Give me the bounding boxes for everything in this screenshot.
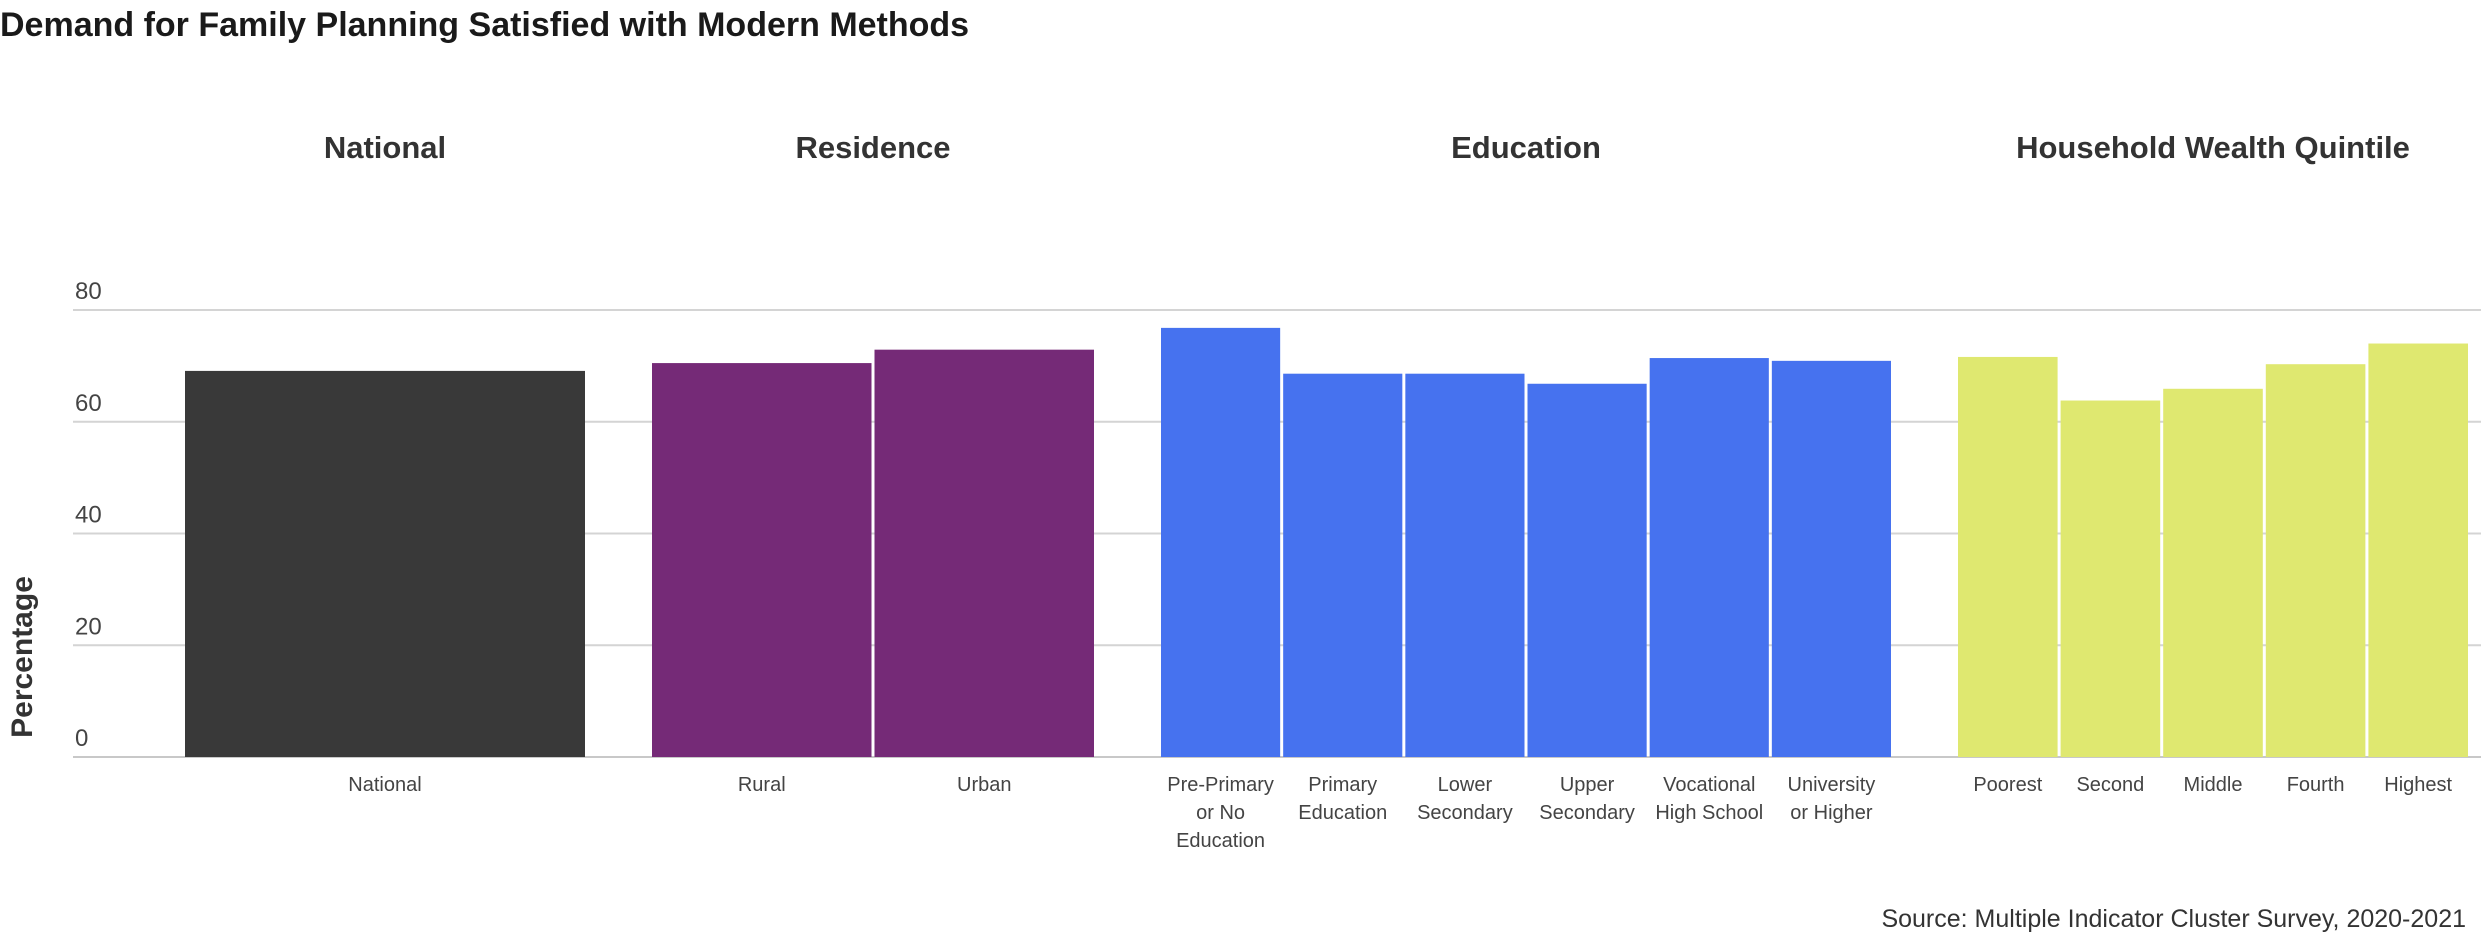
category-label: Rural [738, 774, 786, 796]
panel-title: National [324, 130, 446, 165]
chart-title: Demand for Family Planning Satisfied wit… [0, 6, 970, 44]
bar [1649, 358, 1769, 757]
bar [2368, 343, 2468, 757]
bars [185, 327, 2468, 757]
category-label: Middle [2184, 774, 2243, 796]
bar [652, 363, 872, 757]
bar [1527, 383, 1647, 757]
bar [874, 349, 1094, 757]
bar [185, 370, 585, 757]
bar [2163, 388, 2263, 757]
category-label: University or Higher [1788, 774, 1876, 824]
bar [2060, 400, 2161, 757]
category-label: Upper Secondary [1539, 774, 1635, 824]
category-label: Fourth [2287, 774, 2345, 796]
category-label: Highest [2384, 774, 2452, 796]
y-tick-label: 80 [75, 278, 102, 305]
category-label: Second [2076, 774, 2144, 796]
panel-title: Residence [795, 130, 950, 165]
bar [2265, 364, 2366, 757]
bar [1405, 373, 1525, 757]
panel-title: Education [1451, 130, 1601, 165]
panel-title: Household Wealth Quintile [2016, 130, 2410, 165]
y-tick-label: 0 [75, 725, 88, 752]
category-label: National [348, 774, 421, 796]
y-tick-label: 20 [75, 613, 102, 640]
category-label: Pre-Primary or No Education [1167, 774, 1274, 852]
category-label: Vocational High School [1655, 774, 1763, 824]
category-labels: National Rural Urban Pre-Primary or No Educat… [348, 774, 2452, 852]
category-label: Lower Secondary [1417, 774, 1513, 824]
category-label: Primary Education [1298, 774, 1387, 824]
bar [1283, 373, 1403, 757]
y-axis-title: Percentage [6, 576, 39, 738]
bar [1958, 356, 2058, 757]
y-axis-ticks: 0 20 40 60 80 [75, 278, 102, 752]
category-label: Urban [957, 774, 1011, 796]
bar [1771, 360, 1891, 757]
bar [1161, 327, 1281, 757]
category-label: Poorest [1973, 774, 2042, 796]
y-tick-label: 60 [75, 390, 102, 417]
y-tick-label: 40 [75, 502, 102, 529]
panel-titles: National Residence Education Household Weal… [324, 130, 2410, 165]
source-note: Source: Multiple Indicator Cluster Surve… [1881, 905, 2466, 933]
